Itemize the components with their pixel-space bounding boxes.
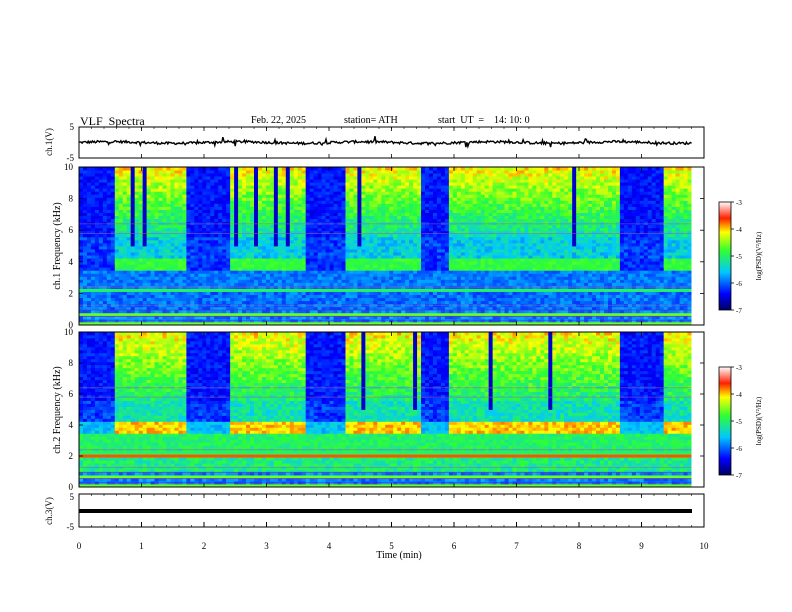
colorbar-tick-label: -3 — [736, 199, 742, 207]
ch1-freq-label: ch.1 Frequency (kHz) — [52, 202, 63, 289]
colorbar-tick-label: -6 — [736, 280, 742, 288]
figure-title: VLF Spectra — [80, 114, 145, 128]
freq-tick-label: 8 — [69, 358, 74, 368]
ch3-ylabel: ch.3(V) — [44, 497, 54, 525]
time-axis: 0 1 2 3 4 5 6 7 8 9 10 — [77, 127, 709, 551]
colorbar-tick-label: -4 — [736, 391, 742, 399]
ch2-spectrogram-panel: 0 2 4 6 8 10 ch.2 Frequency (kHz) — [52, 327, 705, 492]
freq-tick-label: 2 — [69, 288, 74, 298]
freq-tick-label: 10 — [64, 162, 74, 172]
time-tick-label: 0 — [77, 541, 82, 551]
freq-tick-label: 6 — [69, 225, 74, 235]
colorbar-tick-label: -5 — [736, 418, 742, 426]
time-tick-label: 2 — [202, 541, 207, 551]
colorbar-tick-label: -5 — [736, 253, 742, 261]
time-axis-label: Time (min) — [376, 550, 421, 561]
freq-tick-label: 2 — [69, 451, 74, 461]
ch1-waveform-panel: 5 -5 ch.1(V) — [44, 122, 705, 163]
ch1-colorbar-label: log(PSD)(V²/Hz) — [755, 231, 763, 280]
ch2-colorbar-label: log(PSD)(V²/Hz) — [755, 396, 763, 445]
ch2-spectrogram-cells — [79, 332, 704, 488]
freq-tick-label: 4 — [69, 420, 74, 430]
time-tick-label: 9 — [639, 541, 644, 551]
freq-tick-label: 10 — [64, 327, 74, 337]
ch1-ytick-bottom: -5 — [67, 153, 75, 163]
colorbar-tick-label: -4 — [736, 226, 742, 234]
ch1-waveform-line — [79, 136, 692, 149]
ch3-waveform-panel: 5 -5 ch.3(V) — [44, 492, 705, 532]
station-label: station= ATH — [344, 115, 398, 126]
start-ut-label: start UT = 14: 10: 0 — [438, 115, 530, 126]
ch1-ylabel: ch.1(V) — [44, 128, 54, 156]
colorbar-tick-label: -3 — [736, 364, 742, 372]
time-tick-label: 10 — [700, 541, 710, 551]
ch1-spectrogram-panel: 0 2 4 6 8 10 ch.1 Frequency (kHz) — [52, 162, 705, 330]
ch3-ytick-top: 5 — [70, 492, 75, 502]
freq-tick-label: 0 — [69, 320, 74, 330]
time-tick-label: 1 — [139, 541, 144, 551]
ch2-freq-label: ch.2 Frequency (kHz) — [52, 366, 63, 453]
ch2-colorbar: -3 -4 -5 -6 -7 log(PSD)(V²/Hz) — [718, 364, 763, 480]
freq-tick-label: 6 — [69, 389, 74, 399]
date-label: Feb. 22, 2025 — [251, 115, 306, 126]
colorbar-tick-label: -6 — [736, 445, 742, 453]
ch1-ytick-top: 5 — [70, 122, 75, 132]
freq-tick-label: 4 — [69, 257, 74, 267]
colorbar-tick-label: -7 — [736, 472, 742, 480]
freq-tick-label: 0 — [69, 482, 74, 492]
ch1-spectrogram-cells — [79, 167, 704, 326]
ch1-colorbar: -3 -4 -5 -6 -7 log(PSD)(V²/Hz) — [718, 199, 763, 315]
colorbar-tick-label: -7 — [736, 307, 742, 315]
time-tick-label: 3 — [264, 541, 269, 551]
freq-tick-label: 8 — [69, 194, 74, 204]
time-tick-label: 5 — [389, 541, 394, 551]
ch2-freq-label-text: ch.2 Frequency (kHz) — [52, 366, 63, 453]
time-tick-label: 7 — [514, 541, 519, 551]
time-tick-label: 4 — [327, 541, 332, 551]
time-tick-label: 8 — [577, 541, 582, 551]
ch3-ytick-bottom: -5 — [67, 522, 75, 532]
ch1-freq-label-text: ch.1 Frequency (kHz) — [52, 202, 63, 289]
time-tick-label: 6 — [452, 541, 457, 551]
